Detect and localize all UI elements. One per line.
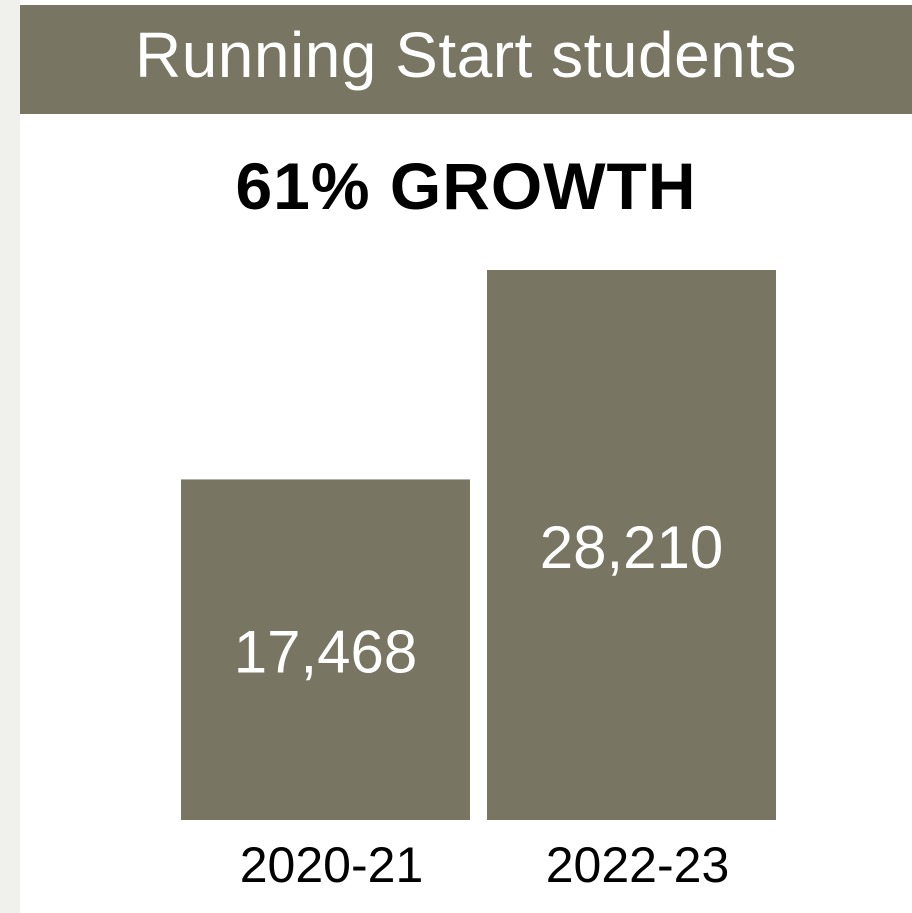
category-label: 2020-21: [240, 837, 424, 893]
header-banner: Running Start students: [20, 5, 912, 114]
category-label: 2022-23: [546, 837, 730, 893]
bar-value-label: 28,210: [540, 514, 724, 581]
bar-chart: 17,468 2020-21 28,210 2022-23: [181, 270, 776, 893]
growth-subtitle: 61% GROWTH: [235, 149, 697, 223]
chart-card: Running Start students 61% GROWTH 17,468…: [20, 0, 912, 913]
bar-2022-23: [487, 270, 776, 820]
bar-2020-21: [181, 479, 470, 820]
chart-title: Running Start students: [134, 18, 798, 91]
bar-value-label: 17,468: [234, 619, 418, 686]
